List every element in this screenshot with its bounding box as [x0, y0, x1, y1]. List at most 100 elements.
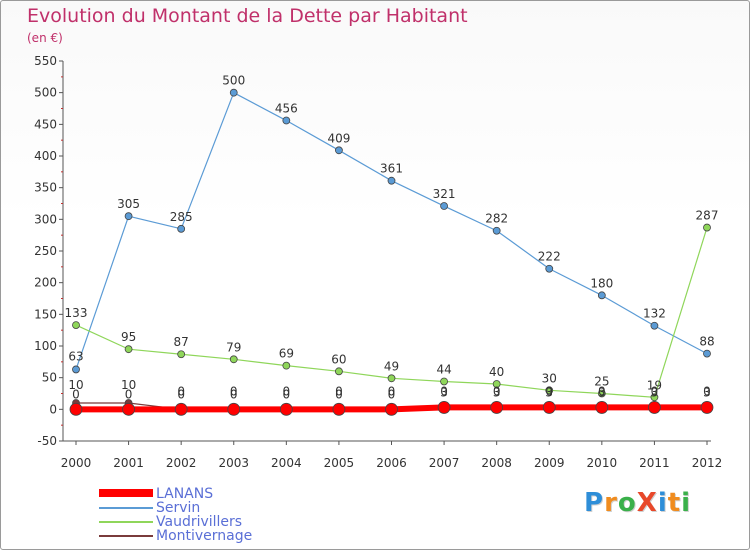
legend-label-servin: Servin — [156, 500, 201, 516]
logo-letter: i — [657, 488, 668, 518]
data-label-montivernage: 0 — [440, 384, 448, 398]
data-point-lanans — [542, 401, 556, 414]
data-label-vaudrivillers: 79 — [226, 340, 241, 354]
data-label-servin: 132 — [643, 307, 666, 321]
data-label-montivernage: 0 — [545, 384, 553, 398]
data-label-servin: 222 — [538, 250, 561, 264]
y-tick-label: 200 — [34, 276, 57, 290]
data-label-lanans: 0 — [72, 387, 80, 401]
x-tick-label: 2010 — [587, 456, 618, 470]
data-label-vaudrivillers: 49 — [384, 359, 399, 373]
series-line-servin — [75, 92, 708, 370]
data-label-montivernage: 0 — [230, 384, 238, 398]
data-label-servin: 282 — [485, 212, 508, 226]
y-tick-label: 0 — [49, 402, 57, 416]
chart-subtitle: (en €) — [27, 31, 63, 45]
data-label-servin: 305 — [117, 197, 140, 211]
data-point-vaudrivillers — [650, 393, 659, 402]
data-label-servin: 63 — [68, 349, 83, 363]
data-label-lanans: 3 — [651, 385, 659, 399]
y-tick-label: -50 — [37, 434, 57, 448]
data-label-montivernage: 0 — [651, 384, 659, 398]
data-label-lanans: 0 — [177, 387, 185, 401]
data-point-lanans — [490, 401, 504, 414]
data-label-vaudrivillers: 60 — [331, 352, 346, 366]
y-tick-label: 50 — [42, 371, 57, 385]
data-point-vaudrivillers — [703, 223, 711, 232]
data-label-vaudrivillers: 30 — [542, 371, 557, 385]
data-label-vaudrivillers: 133 — [65, 306, 88, 320]
data-point-servin — [650, 321, 659, 330]
logo-letter: P — [584, 488, 605, 518]
legend-swatch-vaudrivillers — [99, 521, 153, 523]
data-point-servin — [492, 226, 501, 235]
data-point-servin — [597, 291, 606, 300]
logo-letter: t — [667, 488, 682, 518]
logo-letter: X — [636, 488, 658, 518]
data-point-lanans — [595, 401, 609, 414]
data-point-lanans — [279, 402, 293, 416]
x-tick-label: 2001 — [113, 456, 144, 470]
data-label-vaudrivillers: 19 — [647, 378, 662, 392]
x-tick-label: 2011 — [639, 456, 670, 470]
data-label-montivernage: 0 — [703, 384, 711, 398]
data-point-lanans — [122, 402, 135, 416]
data-label-servin: 361 — [380, 162, 403, 176]
data-label-vaudrivillers: 69 — [279, 347, 294, 361]
x-tick-label: 2002 — [166, 456, 197, 470]
data-label-lanans: 3 — [545, 385, 553, 399]
data-label-montivernage: 0 — [388, 384, 396, 398]
data-label-vaudrivillers: 40 — [489, 365, 504, 379]
y-tick-label: 550 — [34, 54, 57, 68]
data-label-servin: 500 — [222, 74, 245, 88]
data-label-montivernage: 0 — [598, 384, 606, 398]
data-label-vaudrivillers: 287 — [696, 209, 719, 223]
y-tick-label: 250 — [34, 244, 57, 258]
data-point-lanans — [332, 402, 346, 416]
data-point-lanans — [700, 401, 714, 414]
data-point-vaudrivillers — [597, 389, 606, 398]
data-label-vaudrivillers: 25 — [594, 375, 609, 389]
legend-label-montivernage: Montivernage — [156, 528, 253, 544]
data-point-lanans — [69, 402, 83, 416]
data-point-lanans — [648, 401, 661, 414]
y-tick-label: 150 — [34, 307, 57, 321]
data-label-montivernage: 10 — [68, 378, 83, 392]
logo-letter: r — [604, 488, 618, 518]
x-tick-label: 2008 — [481, 456, 512, 470]
data-point-servin — [177, 224, 186, 233]
data-label-lanans: 0 — [335, 387, 343, 401]
proxiti-logo: ProXiti — [584, 488, 691, 518]
data-point-servin — [703, 349, 711, 358]
x-tick-label: 2000 — [61, 456, 92, 470]
chart-title: Evolution du Montant de la Dette par Hab… — [27, 5, 468, 27]
data-label-montivernage: 10 — [121, 378, 136, 392]
data-point-servin — [282, 116, 291, 125]
legend-swatch-montivernage — [99, 535, 153, 537]
data-point-lanans — [227, 402, 241, 416]
data-point-lanans — [437, 401, 451, 414]
x-tick-label: 2006 — [376, 456, 407, 470]
x-tick-label: 2007 — [429, 456, 460, 470]
data-point-lanans — [385, 402, 398, 416]
legend-swatch-lanans — [99, 489, 153, 497]
data-point-servin — [229, 88, 238, 97]
data-point-vaudrivillers — [229, 355, 238, 364]
data-point-vaudrivillers — [492, 380, 501, 388]
legend-swatch-servin — [99, 507, 153, 509]
logo-letter: o — [617, 488, 637, 518]
data-point-lanans — [174, 402, 188, 416]
data-point-servin — [440, 202, 448, 210]
data-label-lanans: 0 — [125, 387, 133, 401]
data-label-lanans: 3 — [703, 385, 711, 399]
data-label-servin: 409 — [327, 131, 350, 145]
data-label-montivernage: 0 — [335, 384, 343, 398]
data-label-lanans: 0 — [230, 387, 238, 401]
logo-letter: i — [681, 488, 692, 518]
data-label-lanans: 3 — [493, 385, 501, 399]
data-point-vaudrivillers — [440, 377, 448, 386]
x-tick-label: 2012 — [692, 456, 723, 470]
x-tick-label: 2009 — [534, 456, 565, 470]
